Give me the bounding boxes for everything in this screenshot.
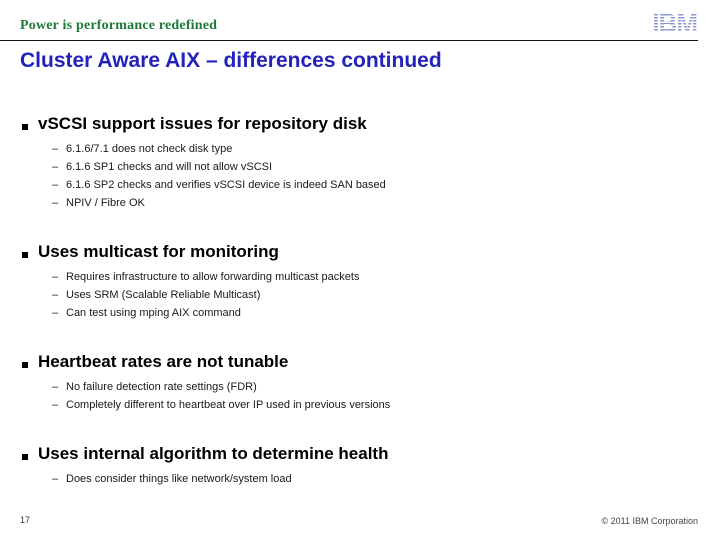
bullet-section: Uses multicast for monitoring – Requires i… xyxy=(0,240,720,322)
section-items: – No failure detection rate settings (FDR… xyxy=(0,378,720,414)
list-item: –6.1.6 SP1 checks and will not allow vSC… xyxy=(0,158,720,176)
section-items: – Does consider things like network/syste… xyxy=(0,470,720,488)
section-heading: Uses multicast for monitoring xyxy=(0,240,720,264)
header-tagline: Power is performance redefined xyxy=(20,18,218,33)
slide-title: Cluster Aware AIX – differences continue… xyxy=(20,49,442,72)
square-bullet-icon xyxy=(22,454,28,460)
section-heading: Heartbeat rates are not tunable xyxy=(0,350,720,374)
list-item-text: Uses SRM (Scalable Reliable Multicast) xyxy=(66,289,261,301)
dash-bullet-icon: – xyxy=(52,381,59,393)
dash-bullet-icon: – xyxy=(52,307,59,319)
square-bullet-icon xyxy=(22,252,28,258)
copyright-notice: © 2011 IBM Corporation xyxy=(601,516,698,526)
section-heading: Uses internal algorithm to determine hea… xyxy=(0,442,720,466)
list-item-text: No failure detection rate settings (FDR) xyxy=(66,381,257,393)
content-sections: vSCSI support issues for repository disk… xyxy=(0,100,720,488)
list-item: – Can test using mping AIX command xyxy=(0,304,720,322)
list-item: –6.1.6 SP2 checks and verifies vSCSI dev… xyxy=(0,176,720,194)
dash-bullet-icon: – xyxy=(52,399,59,411)
dash-bullet-icon: – xyxy=(52,289,59,301)
section-heading-text: vSCSI support issues for repository disk xyxy=(38,114,367,133)
list-item-text: Can test using mping AIX command xyxy=(66,307,241,319)
section-items: – Requires infrastructure to allow forwar… xyxy=(0,268,720,322)
list-item-text: 6.1.6/7.1 does not check disk type xyxy=(66,143,233,155)
list-item-text: Completely different to heartbeat over I… xyxy=(66,399,391,411)
list-item: – Requires infrastructure to allow forwar… xyxy=(0,268,720,286)
ibm-logo-icon: IBM xyxy=(650,8,699,38)
list-item: – No failure detection rate settings (FDR… xyxy=(0,378,720,396)
bullet-section: Uses internal algorithm to determine hea… xyxy=(0,442,720,488)
list-item-text: NPIV / Fibre OK xyxy=(66,197,145,209)
dash-bullet-icon: – xyxy=(52,271,59,283)
header-divider xyxy=(0,40,698,41)
list-item: – Uses SRM (Scalable Reliable Multicast) xyxy=(0,286,720,304)
section-heading-text: Heartbeat rates are not tunable xyxy=(38,352,289,371)
square-bullet-icon xyxy=(22,362,28,368)
dash-bullet-icon: – xyxy=(52,143,59,155)
page-number: 17 xyxy=(20,515,31,525)
list-item-text: Requires infrastructure to allow forward… xyxy=(66,271,360,283)
dash-bullet-icon: – xyxy=(52,179,59,191)
dash-bullet-icon: – xyxy=(52,473,59,485)
dash-bullet-icon: – xyxy=(52,161,59,173)
bullet-section: Heartbeat rates are not tunable – No failu… xyxy=(0,350,720,414)
section-heading: vSCSI support issues for repository disk xyxy=(0,112,720,136)
list-item: – NPIV / Fibre OK xyxy=(0,194,720,212)
list-item-text: 6.1.6 SP2 checks and verifies vSCSI devi… xyxy=(66,179,386,191)
list-item: – Does consider things like network/syste… xyxy=(0,470,720,488)
section-items: –6.1.6/7.1 does not check disk type –6.1.… xyxy=(0,140,720,212)
dash-bullet-icon: – xyxy=(52,197,59,209)
list-item-text: Does consider things like network/system… xyxy=(66,473,292,485)
section-heading-text: Uses internal algorithm to determine hea… xyxy=(38,444,389,463)
list-item: – Completely different to heartbeat over … xyxy=(0,396,720,414)
bullet-section: vSCSI support issues for repository disk… xyxy=(0,112,720,212)
list-item-text: 6.1.6 SP1 checks and will not allow vSCS… xyxy=(66,161,273,173)
list-item: –6.1.6/7.1 does not check disk type xyxy=(0,140,720,158)
section-heading-text: Uses multicast for monitoring xyxy=(38,242,279,261)
square-bullet-icon xyxy=(22,124,28,130)
